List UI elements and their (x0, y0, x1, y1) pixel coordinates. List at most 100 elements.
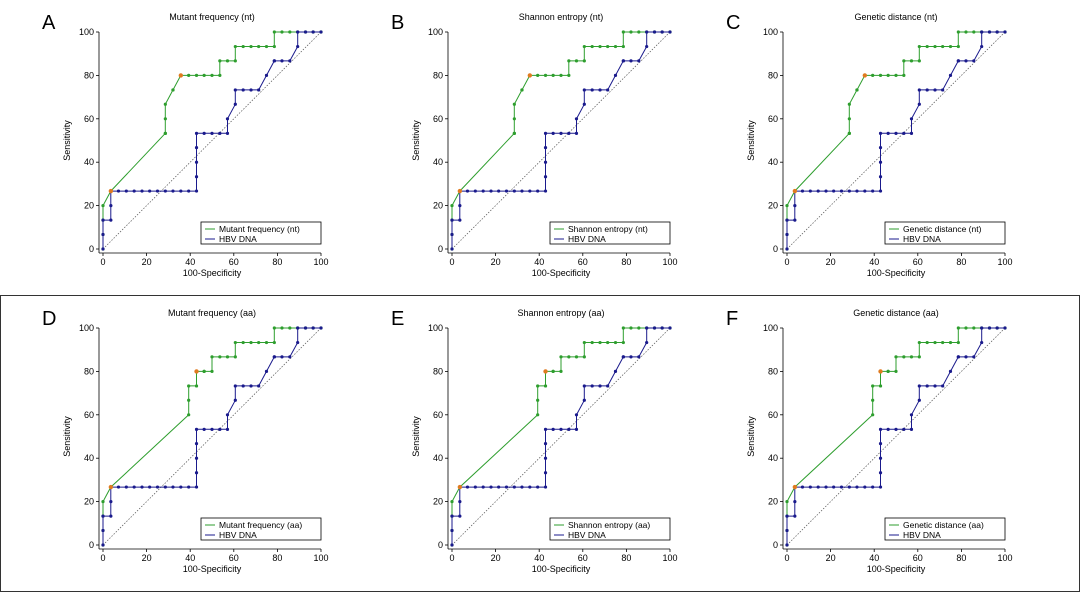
data-point (613, 340, 618, 345)
data-point (202, 73, 206, 77)
x-tick-label: 20 (142, 257, 152, 267)
data-point (948, 369, 953, 373)
data-point (909, 355, 914, 359)
y-tick-label: 20 (84, 497, 94, 507)
panel-d: D Mutant frequency (aa) 0 20 40 60 80 100 0 20 40 6… (42, 308, 329, 574)
data-point (543, 471, 548, 475)
data-point (319, 326, 323, 330)
data-point (465, 189, 470, 193)
data-point (590, 44, 594, 49)
data-point (543, 160, 548, 164)
data-point (272, 30, 276, 34)
data-point (567, 131, 571, 135)
data-point (296, 340, 300, 345)
data-point (582, 384, 586, 388)
data-point (941, 88, 945, 92)
x-tick-label: 40 (869, 257, 879, 267)
x-axis-label: 100-Specificity (867, 268, 926, 278)
data-point (171, 88, 175, 92)
data-point (257, 88, 261, 92)
y-tick-label: 0 (89, 244, 94, 254)
data-point (233, 102, 237, 106)
legend-box (549, 221, 671, 245)
data-point (210, 369, 214, 373)
data-point (171, 189, 175, 193)
data-point (218, 427, 222, 431)
data-point (264, 73, 269, 77)
data-point (241, 384, 245, 388)
data-point (194, 427, 199, 431)
data-point (800, 189, 805, 193)
data-point (450, 500, 454, 504)
data-point (225, 413, 230, 417)
data-point (225, 427, 230, 431)
data-point (559, 427, 563, 431)
data-point (450, 204, 454, 208)
data-point (218, 131, 222, 135)
legend: Genetic distance (aa)HBV DNA (884, 517, 1006, 541)
data-point (272, 326, 276, 330)
data-point (909, 131, 914, 135)
data-point (319, 30, 323, 34)
data-point (465, 485, 470, 489)
data-point (606, 340, 610, 345)
data-point (288, 30, 292, 34)
y-axis-label: Sensitivity (62, 120, 72, 161)
optimal-cutoff-point (178, 73, 184, 78)
data-point (489, 189, 493, 193)
data-point (101, 514, 105, 518)
data-point (296, 30, 300, 34)
data-point (621, 355, 625, 359)
data-point (163, 102, 167, 106)
data-point (987, 326, 992, 330)
x-tick-label: 20 (826, 257, 836, 267)
data-point (249, 44, 253, 49)
data-point (264, 44, 269, 49)
data-point (520, 485, 524, 489)
y-tick-label: 80 (768, 70, 778, 80)
data-point (941, 44, 945, 49)
data-point (536, 398, 540, 402)
data-point (832, 189, 836, 193)
x-tick-label: 100 (997, 553, 1012, 563)
x-axis-label: 100-Specificity (532, 564, 591, 574)
data-point (894, 427, 898, 431)
data-point (590, 88, 594, 92)
data-point (902, 355, 906, 359)
x-tick-label: 60 (913, 257, 923, 267)
x-tick-label: 80 (956, 257, 966, 267)
data-point (458, 500, 462, 504)
data-point (878, 427, 883, 431)
data-point (132, 189, 136, 193)
data-point (660, 326, 664, 330)
data-point (871, 485, 875, 489)
data-point (543, 146, 548, 150)
data-point (272, 340, 276, 345)
data-point (512, 485, 516, 489)
data-point (132, 485, 136, 489)
data-point (288, 326, 292, 330)
data-point (855, 189, 859, 193)
data-point (964, 355, 968, 359)
panel-letter: A (42, 12, 56, 34)
data-point (311, 326, 315, 330)
y-tick-label: 100 (763, 27, 778, 37)
optimal-cutoff-point (543, 369, 548, 374)
optimal-cutoff-point (108, 188, 114, 194)
x-tick-label: 60 (578, 257, 588, 267)
data-point (536, 413, 540, 417)
data-point (574, 117, 579, 121)
data-point (590, 340, 594, 345)
data-point (109, 204, 113, 208)
y-tick-label: 60 (84, 114, 94, 124)
y-tick-label: 40 (768, 453, 778, 463)
data-point (909, 427, 914, 431)
data-point (980, 326, 984, 330)
y-tick-label: 100 (79, 323, 94, 333)
data-point (621, 326, 625, 330)
x-axis-label: 100-Specificity (867, 564, 926, 574)
data-point (917, 102, 921, 106)
data-point (458, 514, 462, 518)
data-point (980, 30, 984, 34)
